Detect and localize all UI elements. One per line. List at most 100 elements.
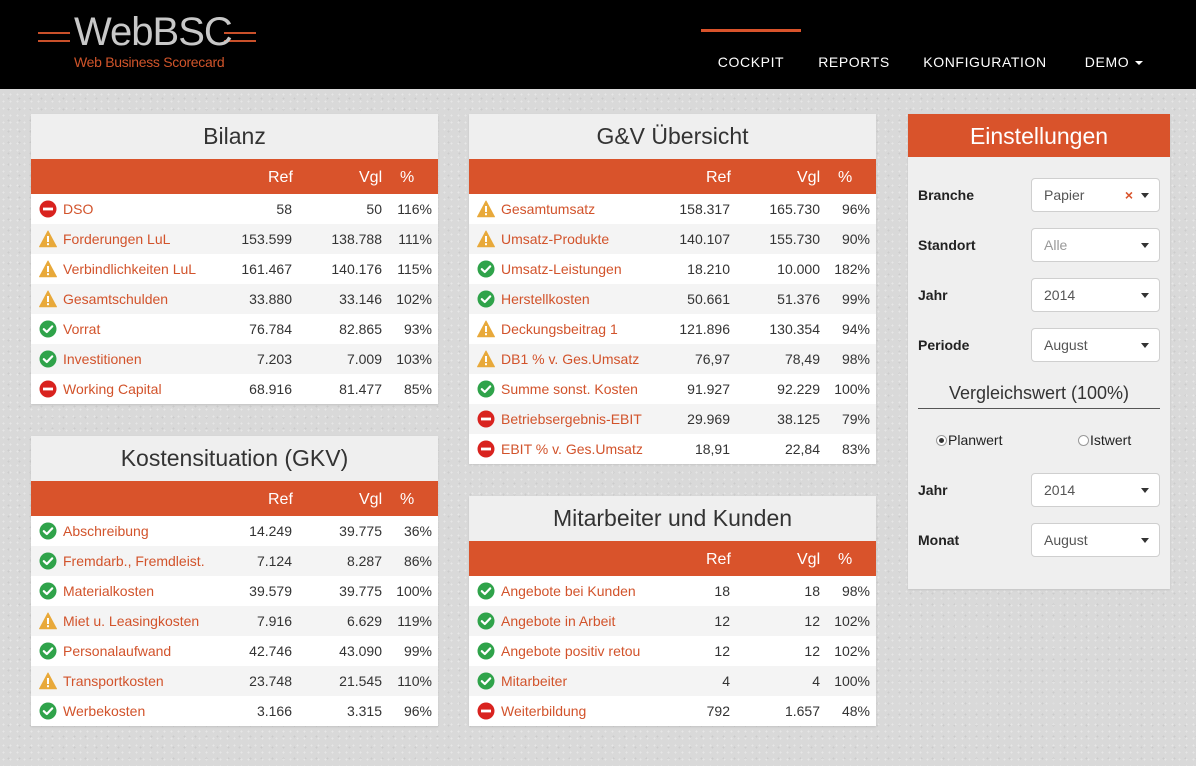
table-row[interactable]: Gesamtschulden 33.880 33.146 102% bbox=[31, 284, 438, 314]
kpi-name-link[interactable]: Vorrat bbox=[63, 321, 101, 337]
branche-label: Branche bbox=[918, 187, 975, 203]
kpi-name-link[interactable]: Umsatz-Produkte bbox=[501, 231, 610, 247]
clear-icon[interactable]: × bbox=[1124, 187, 1133, 203]
kpi-name-link[interactable]: Mitarbeiter bbox=[501, 673, 568, 689]
table-row[interactable]: Angebote bei Kunden 18 18 98% bbox=[469, 576, 876, 606]
kpi-name-link[interactable]: Abschreibung bbox=[63, 523, 149, 539]
kpi-ref-value: 4 bbox=[722, 673, 730, 689]
table-row[interactable]: Angebote in Arbeit 12 12 102% bbox=[469, 606, 876, 636]
table-row[interactable]: Angebote positiv retou 12 12 102% bbox=[469, 636, 876, 666]
kpi-ref-value: 7.203 bbox=[256, 351, 292, 367]
kpi-name-link[interactable]: Gesamtumsatz bbox=[501, 201, 596, 217]
kpi-name-link[interactable]: Working Capital bbox=[63, 381, 162, 397]
kpi-name-link[interactable]: DB1 % v. Ges.Umsatz bbox=[501, 351, 640, 367]
kpi-vgl-value: 12 bbox=[804, 643, 820, 659]
table-header: Ref Vgl % bbox=[31, 159, 438, 194]
kpi-name-link[interactable]: Materialkosten bbox=[63, 583, 155, 599]
check-circle-icon bbox=[477, 260, 495, 278]
kpi-name-link[interactable]: Investitionen bbox=[63, 351, 142, 367]
table-row[interactable]: Materialkosten 39.579 39.775 100% bbox=[31, 576, 438, 606]
kpi-vgl-value: 4 bbox=[812, 673, 820, 689]
col-vgl: Vgl bbox=[797, 551, 821, 568]
col-pct: % bbox=[838, 551, 853, 568]
table-row[interactable]: Verbindlichkeiten LuL 161.467 140.176 115% bbox=[31, 254, 438, 284]
nav-demo-dropdown[interactable]: DEMO bbox=[1076, 29, 1152, 89]
table-row[interactable]: Gesamtumsatz 158.317 165.730 96% bbox=[469, 194, 876, 224]
table-header: Ref Vgl % bbox=[469, 541, 876, 576]
kpi-name-link[interactable]: Miet u. Leasingkosten bbox=[63, 613, 200, 629]
table-row[interactable]: DSO 58 50 116% bbox=[31, 194, 438, 224]
table-row[interactable]: Vorrat 76.784 82.865 93% bbox=[31, 314, 438, 344]
radio-istwert[interactable]: Istwert bbox=[1078, 432, 1131, 448]
table-row[interactable]: Betriebsergebnis-EBIT 29.969 38.125 79% bbox=[469, 404, 876, 434]
kpi-name-link[interactable]: Summe sonst. Kosten bbox=[501, 381, 638, 397]
table-row[interactable]: DB1 % v. Ges.Umsatz 76,97 78,49 98% bbox=[469, 344, 876, 374]
kpi-ref-value: 161.467 bbox=[241, 261, 292, 277]
table-row[interactable]: Umsatz-Leistungen 18.210 10.000 182% bbox=[469, 254, 876, 284]
nav-reports[interactable]: REPORTS bbox=[812, 29, 896, 89]
radio-planwert[interactable]: Planwert bbox=[936, 432, 1002, 448]
branche-select[interactable]: Papier × bbox=[1031, 178, 1160, 212]
nav-reports-label: REPORTS bbox=[818, 54, 890, 70]
kpi-name-link[interactable]: Forderungen LuL bbox=[63, 231, 171, 247]
table-row[interactable]: Personalaufwand 42.746 43.090 99% bbox=[31, 636, 438, 666]
kpi-name-link[interactable]: DSO bbox=[63, 201, 94, 217]
table-row[interactable]: Transportkosten 23.748 21.545 110% bbox=[31, 666, 438, 696]
table-row[interactable]: Deckungsbeitrag 1 121.896 130.354 94% bbox=[469, 314, 876, 344]
table-row[interactable]: Mitarbeiter 4 4 100% bbox=[469, 666, 876, 696]
table-row[interactable]: Forderungen LuL 153.599 138.788 111% bbox=[31, 224, 438, 254]
table-row[interactable]: Herstellkosten 50.661 51.376 99% bbox=[469, 284, 876, 314]
kpi-name-link[interactable]: EBIT % v. Ges.Umsatz bbox=[501, 441, 643, 457]
kpi-pct-value: 99% bbox=[841, 291, 870, 307]
kpi-name-link[interactable]: Personalaufwand bbox=[63, 643, 172, 659]
kpi-pct-value: 48% bbox=[841, 703, 870, 719]
kpi-vgl-value: 78,49 bbox=[784, 351, 820, 367]
kpi-name-link[interactable]: Herstellkosten bbox=[501, 291, 590, 307]
table-row[interactable]: Weiterbildung 792 1.657 48% bbox=[469, 696, 876, 726]
col-vgl: Vgl bbox=[797, 169, 821, 186]
table-row[interactable]: EBIT % v. Ges.Umsatz 18,91 22,84 83% bbox=[469, 434, 876, 464]
chevron-down-icon bbox=[1141, 488, 1149, 493]
table-row[interactable]: Fremdarb., Fremdleist. 7.124 8.287 86% bbox=[31, 546, 438, 576]
kpi-name-link[interactable]: Transportkosten bbox=[63, 673, 164, 689]
monat-select[interactable]: August bbox=[1031, 523, 1160, 557]
kpi-pct-value: 96% bbox=[403, 703, 432, 719]
table-row[interactable]: Summe sonst. Kosten 91.927 92.229 100% bbox=[469, 374, 876, 404]
kpi-name-link[interactable]: Umsatz-Leistungen bbox=[501, 261, 622, 277]
kpi-name-link[interactable]: Gesamtschulden bbox=[63, 291, 169, 307]
table-row[interactable]: Miet u. Leasingkosten 7.916 6.629 119% bbox=[31, 606, 438, 636]
kpi-name-link[interactable]: Angebote in Arbeit bbox=[501, 613, 616, 629]
standort-select[interactable]: Alle bbox=[1031, 228, 1160, 262]
table-row[interactable]: Werbekosten 3.166 3.315 96% bbox=[31, 696, 438, 726]
col-pct: % bbox=[838, 169, 853, 186]
jahr-select[interactable]: 2014 bbox=[1031, 278, 1160, 312]
nav-konfiguration[interactable]: KONFIGURATION bbox=[916, 29, 1054, 89]
jahr2-select[interactable]: 2014 bbox=[1031, 473, 1160, 507]
kpi-name-link[interactable]: Angebote positiv retou bbox=[501, 643, 641, 659]
periode-select[interactable]: August bbox=[1031, 328, 1160, 362]
kpi-name-link[interactable]: Deckungsbeitrag 1 bbox=[501, 321, 618, 337]
panel-guv-uebersicht: G&V Übersicht Ref Vgl % Gesamtumsatz 158.… bbox=[469, 114, 876, 464]
kpi-name-link[interactable]: Verbindlichkeiten LuL bbox=[63, 261, 197, 277]
kpi-pct-value: 98% bbox=[841, 351, 870, 367]
kpi-ref-value: 7.124 bbox=[256, 553, 292, 569]
kpi-name-link[interactable]: Weiterbildung bbox=[501, 703, 587, 719]
kpi-vgl-value: 38.125 bbox=[777, 411, 820, 427]
kpi-name-link[interactable]: Werbekosten bbox=[63, 703, 146, 719]
table-row[interactable]: Abschreibung 14.249 39.775 36% bbox=[31, 516, 438, 546]
chevron-down-icon bbox=[1141, 293, 1149, 298]
kpi-name-link[interactable]: Betriebsergebnis-EBIT bbox=[501, 411, 642, 427]
table-row[interactable]: Working Capital 68.916 81.477 85% bbox=[31, 374, 438, 404]
kpi-pct-value: 116% bbox=[397, 201, 432, 217]
jahr2-label: Jahr bbox=[918, 482, 948, 498]
check-circle-icon bbox=[39, 320, 57, 338]
check-circle-icon bbox=[477, 612, 495, 630]
nav-cockpit[interactable]: COCKPIT bbox=[701, 29, 801, 89]
kpi-name-link[interactable]: Fremdarb., Fremdleist. bbox=[63, 553, 205, 569]
webbsc-logo[interactable]: WebBSC Web Business Scorecard bbox=[38, 10, 258, 74]
kpi-ref-value: 33.880 bbox=[249, 291, 292, 307]
table-row[interactable]: Umsatz-Produkte 140.107 155.730 90% bbox=[469, 224, 876, 254]
kpi-name-link[interactable]: Angebote bei Kunden bbox=[501, 583, 636, 599]
logo-line bbox=[38, 40, 70, 42]
table-row[interactable]: Investitionen 7.203 7.009 103% bbox=[31, 344, 438, 374]
